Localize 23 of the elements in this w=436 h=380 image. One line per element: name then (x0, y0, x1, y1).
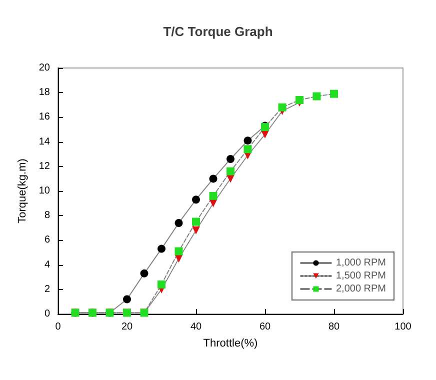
y-tick-label: 0 (44, 308, 50, 320)
x-tick-label: 20 (121, 322, 133, 332)
y-tick-label: 20 (38, 62, 50, 74)
legend-label: 1,000 RPM (336, 258, 386, 268)
y-tick-label: 10 (38, 186, 50, 196)
x-axis-title: Throttle(%) (203, 338, 258, 350)
x-tick-label: 40 (190, 322, 202, 332)
x-tick-label: 80 (328, 322, 340, 332)
x-tick-label: 100 (394, 322, 412, 332)
y-tick-label: 6 (44, 234, 50, 246)
y-tick-label: 8 (44, 210, 50, 222)
legend-label: 2,000 RPM (336, 284, 386, 294)
y-axis-title: Torque(kg.m) (16, 158, 28, 224)
y-tick-label: 18 (38, 87, 50, 98)
y-tick-label: 4 (44, 259, 50, 270)
x-tick-label: 0 (55, 322, 62, 332)
y-tick-label: 16 (38, 112, 50, 123)
chart-title: T/C Torque Graph (163, 24, 273, 39)
legend-label: 1,500 RPM (336, 270, 386, 282)
y-tick-label: 2 (44, 284, 50, 295)
y-tick-label: 12 (38, 160, 50, 172)
y-tick-label: 14 (38, 136, 50, 148)
x-tick-label: 60 (259, 322, 271, 332)
